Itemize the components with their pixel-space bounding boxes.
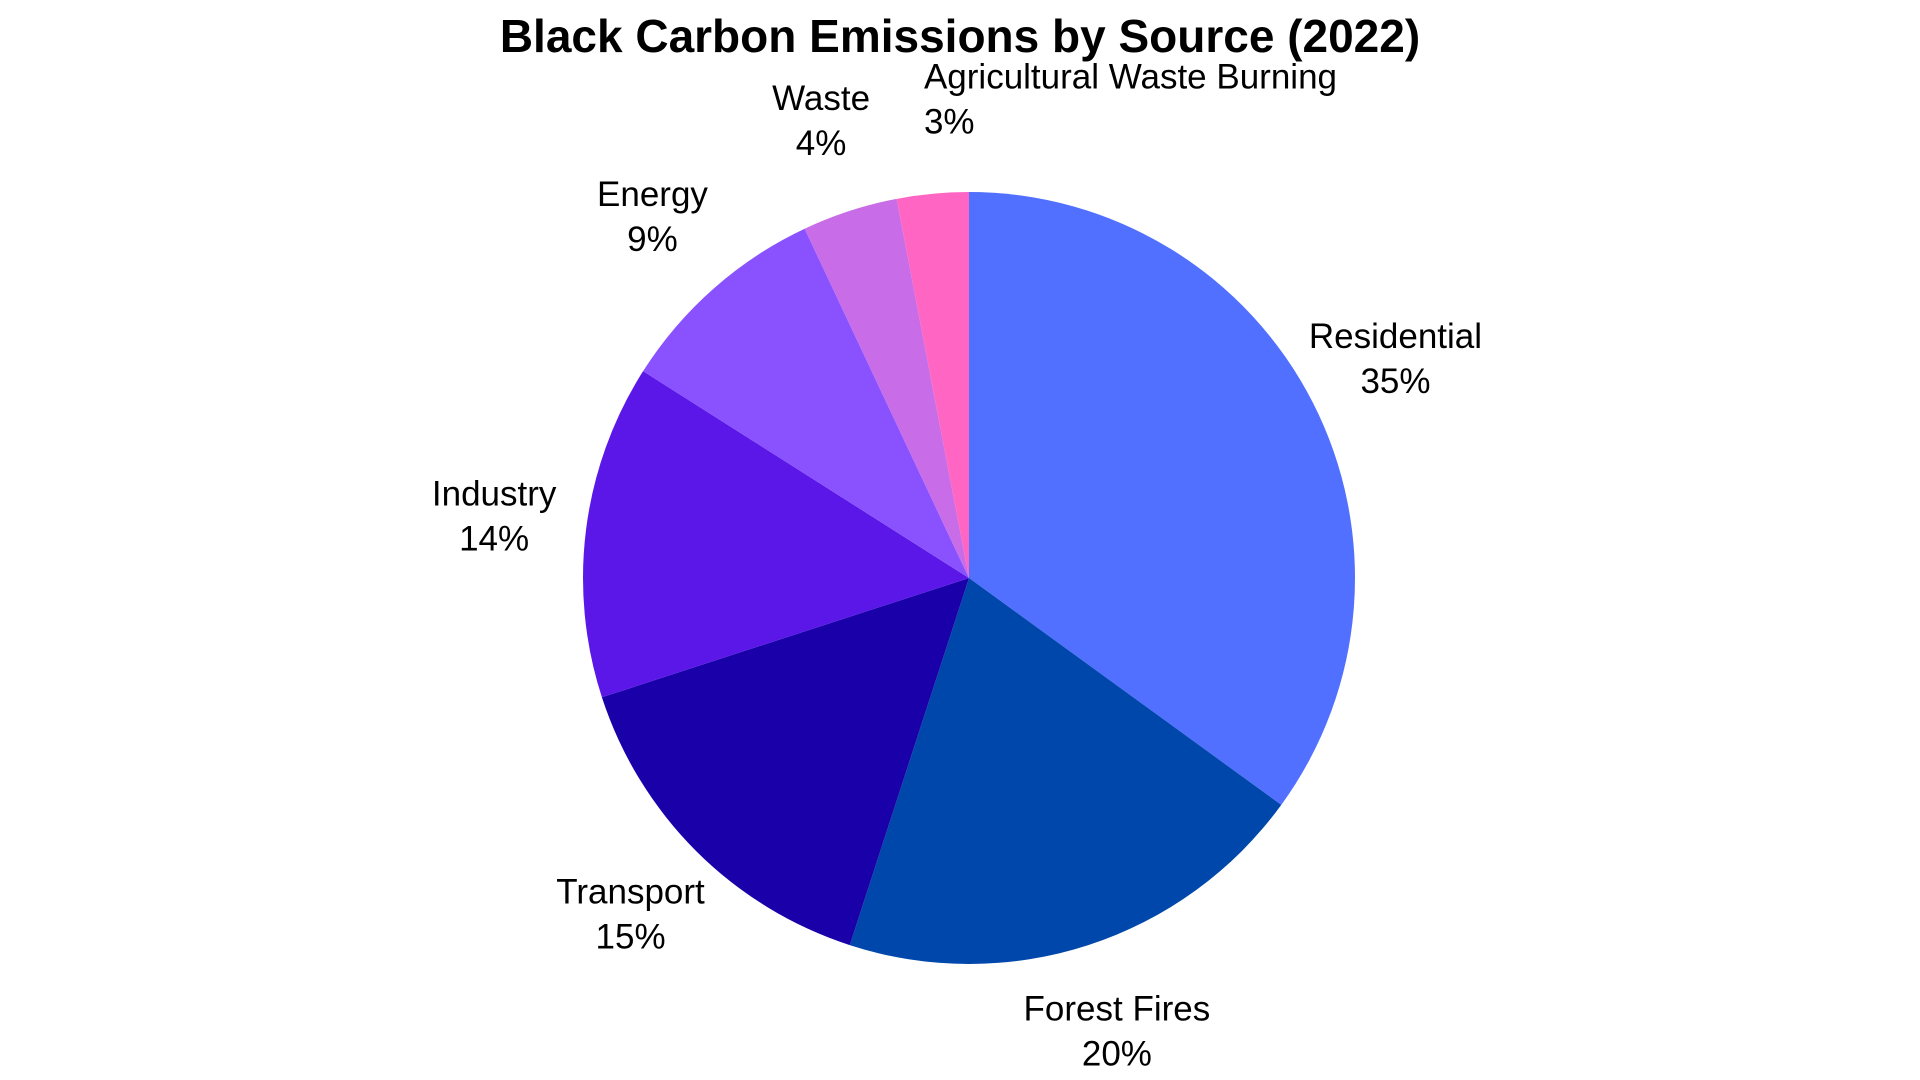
pie-slice xyxy=(969,192,1355,805)
slice-value-label: 20% xyxy=(1082,1034,1152,1073)
slice-value-label: 15% xyxy=(596,918,666,957)
slice-label: Transport xyxy=(556,873,705,912)
slice-label: Energy xyxy=(597,175,708,214)
chart-title: Black Carbon Emissions by Source (2022) xyxy=(500,10,1420,62)
slice-value-label: 14% xyxy=(459,519,529,558)
slice-label: Waste xyxy=(772,79,870,118)
slice-value-label: 35% xyxy=(1360,362,1430,401)
pie-slice xyxy=(583,371,969,698)
slice-value-label: 3% xyxy=(924,103,975,142)
slice-label: Agricultural Waste Burning xyxy=(924,58,1337,97)
pie-slice xyxy=(601,578,969,946)
slice-label: Forest Fires xyxy=(1024,989,1211,1028)
slice-value-label: 9% xyxy=(627,220,678,259)
pie-slice xyxy=(896,192,969,578)
pie-slice xyxy=(804,198,969,578)
pie-slice xyxy=(643,228,969,578)
pie-slice xyxy=(849,578,1282,964)
slice-value-label: 4% xyxy=(796,124,847,163)
slice-label: Industry xyxy=(432,474,557,513)
slice-label: Residential xyxy=(1309,317,1482,356)
